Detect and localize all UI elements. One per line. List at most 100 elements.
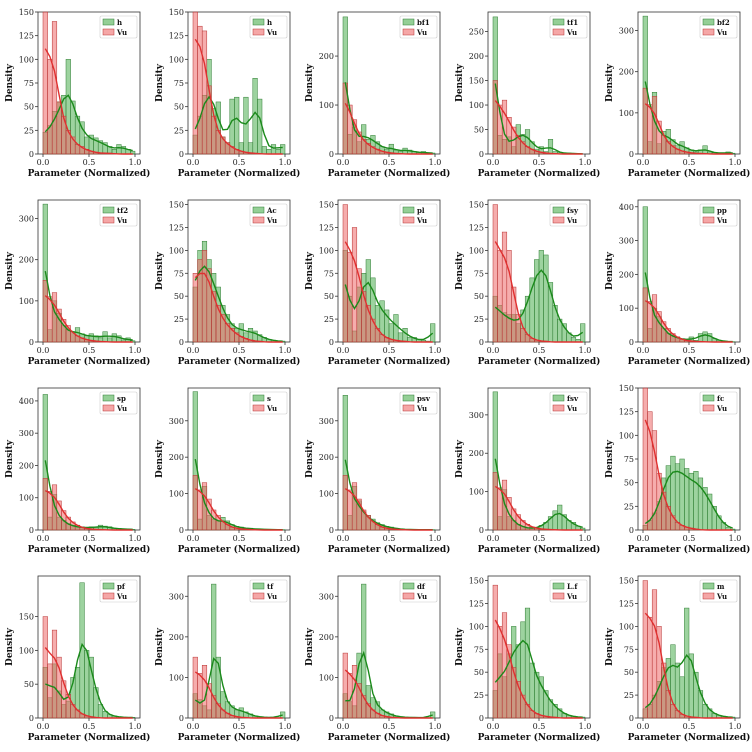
y-tick-label: 50 [624,479,634,488]
param-bar [688,653,694,719]
x-tick-label: 0.5 [233,534,246,543]
vu-bar [351,227,358,343]
y-axis-label: Density [305,627,315,666]
legend-swatch-vu [102,592,115,600]
y-tick-label: 200 [319,633,334,642]
y-tick-label: 150 [169,8,184,17]
x-tick-label: 1.0 [129,534,142,543]
x-tick-label: 0.5 [533,346,546,355]
x-tick-label: 0.5 [683,346,696,355]
vu-kde-line [644,103,733,155]
x-tick-label: 0.0 [337,346,350,355]
legend-swatch-param [702,582,715,590]
vu-bar [192,656,198,719]
legend-label-param: fsy [567,206,579,215]
y-tick-label: 100 [319,101,334,110]
vu-bar [661,662,667,719]
x-tick-label: 1.0 [429,534,442,543]
vu-bar [42,11,48,155]
param-kde-line [494,639,583,718]
x-tick-label: 0.0 [187,346,200,355]
y-tick-label: 200 [319,52,334,61]
y-tick-label: 0 [29,714,34,723]
y-tick-label: 50 [174,292,184,301]
x-tick-label: 0.5 [83,346,96,355]
x-tick-label: 0.0 [337,534,350,543]
legend-swatch-param [402,206,415,214]
vu-bar [347,489,353,531]
param-bar [111,333,117,343]
x-tick-label: 1.0 [579,158,592,167]
vu-bar [342,475,348,531]
y-tick-label: 100 [469,246,484,255]
vu-bar [351,482,358,531]
y-axis-label: Density [455,251,465,290]
vu-bar [197,673,203,719]
vu-bar [192,475,198,531]
vu-bar [656,626,662,719]
legend-label-vu: Vu [416,28,427,37]
param-bar [534,259,540,343]
y-tick-label: 25 [174,126,184,135]
y-tick-label: 100 [319,490,334,499]
legend-swatch-vu [102,216,115,224]
x-axis-label: Parameter (Normalized) [328,168,451,179]
legend-swatch-vu [402,216,415,224]
legend-label-param: sp [117,394,126,403]
vu-bar [501,612,508,719]
legend-swatch-vu [252,592,265,600]
param-bar [707,333,713,343]
y-tick-label: 0 [329,338,334,347]
legend-label-param: bf1 [417,18,430,27]
vu-kde-line [194,272,283,343]
legend-label-param: L.f [567,582,578,591]
x-axis-label: Parameter (Normalized) [328,544,451,555]
y-tick-label: 100 [319,673,334,682]
x-tick-label: 0.5 [533,158,546,167]
vu-bar [201,250,208,343]
vu-bar [192,11,198,155]
vu-bar [497,626,503,719]
legend-label-vu: Vu [716,216,727,225]
x-axis-label: Parameter (Normalized) [178,168,301,179]
param-kde-line [344,82,433,154]
vu-bar [47,663,53,719]
vu-bar [642,387,648,531]
y-tick-label: 100 [619,304,634,313]
vu-bar [501,231,508,343]
x-tick-label: 1.0 [429,346,442,355]
vu-bar [51,21,58,155]
param-bar [402,328,408,343]
vu-kde-line [644,419,733,531]
legend-label-vu: Vu [266,592,277,601]
y-tick-label: 75 [174,269,184,278]
vu-bar [492,472,498,531]
y-tick-label: 100 [169,55,184,64]
y-tick-label: 125 [319,223,334,232]
x-tick-label: 0.0 [487,158,500,167]
x-axis-label: Parameter (Normalized) [628,544,751,555]
y-tick-label: 150 [19,8,34,17]
legend-label-vu: Vu [416,592,427,601]
x-tick-label: 1.0 [279,722,292,731]
legend-swatch-param [552,18,565,26]
param-kde-line [494,458,583,529]
x-axis-label: Parameter (Normalized) [478,544,601,555]
legend-swatch-param [402,18,415,26]
y-axis-label: Density [605,439,615,478]
param-kde-line [44,270,133,341]
y-axis-label: Density [155,627,165,666]
legend-swatch-vu [252,216,265,224]
vu-bar [42,616,48,719]
y-tick-label: 0 [629,714,634,723]
y-tick-label: 0 [329,714,334,723]
y-tick-label: 150 [319,201,334,210]
y-tick-label: 100 [619,431,634,440]
